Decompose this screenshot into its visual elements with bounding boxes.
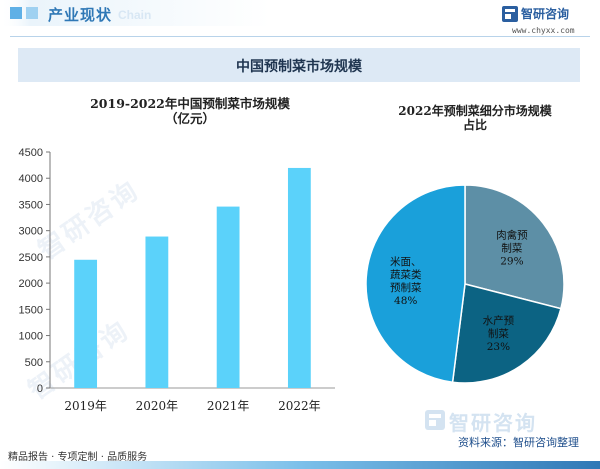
footer-band xyxy=(0,461,600,469)
x-tick-label: 2019年 xyxy=(64,399,107,413)
header-divider xyxy=(10,36,590,37)
y-tick-label: 2500 xyxy=(19,252,43,264)
bar xyxy=(74,259,98,388)
bar-chart: 0 500 1000 1500 2000 2500 3000 3500 4000 4500 2019… xyxy=(19,147,335,413)
header-chevron-icon xyxy=(10,7,38,19)
banner-title: 中国预制菜市场规模 xyxy=(236,59,362,75)
bar xyxy=(287,167,311,388)
y-tick-label: 3000 xyxy=(19,226,43,238)
pie-chart: 肉禽预制菜 29% 水产预制菜 23% 米面、蔬菜类预制菜 48% xyxy=(365,184,565,384)
pie-slice xyxy=(365,184,466,384)
x-tick-label: 2021年 xyxy=(207,399,250,413)
pie-slice xyxy=(464,184,565,310)
footer-logo-icon xyxy=(425,410,445,430)
pie-slice-label: 肉禽预制菜 29% xyxy=(496,229,528,268)
pie-slice-label: 水产预制菜 23% xyxy=(483,314,515,353)
brand-url: www.chyxx.com xyxy=(512,26,575,35)
y-tick-label: 500 xyxy=(25,357,43,369)
bar xyxy=(145,236,169,388)
footer-tagline: 精品报告 · 专项定制 · 品质服务 xyxy=(8,452,148,463)
y-tick-label: 4000 xyxy=(19,173,43,185)
brand-name: 智研咨询 xyxy=(521,7,570,21)
section-ghost-text: Chain xyxy=(118,8,152,22)
x-tick-label: 2022年 xyxy=(278,399,321,413)
pie-chart-title: 2022年预制菜细分市场规模 占比 xyxy=(398,104,552,133)
y-tick-label: 1500 xyxy=(19,304,43,316)
header-band xyxy=(0,0,600,26)
section-title: 产业现状 xyxy=(48,6,113,24)
footer-brand: 智研咨询 xyxy=(449,411,537,435)
brand-logo-icon xyxy=(502,6,518,22)
y-tick-label: 3500 xyxy=(19,199,43,211)
y-tick-label: 1000 xyxy=(19,331,43,343)
x-tick-label: 2020年 xyxy=(136,399,179,413)
pie-slice xyxy=(451,283,562,384)
y-tick-label: 4500 xyxy=(19,147,43,159)
bar xyxy=(216,206,240,388)
bar-chart-title: 2019-2022年中国预制菜市场规模 （亿元） xyxy=(90,96,290,126)
banner xyxy=(18,48,580,82)
pie-slice-label: 米面、蔬菜类预制菜 48% xyxy=(390,255,422,307)
source-note: 资料来源：智研咨询整理 xyxy=(458,436,579,449)
y-tick-label: 2000 xyxy=(19,278,43,290)
y-tick-label: 0 xyxy=(37,383,43,395)
